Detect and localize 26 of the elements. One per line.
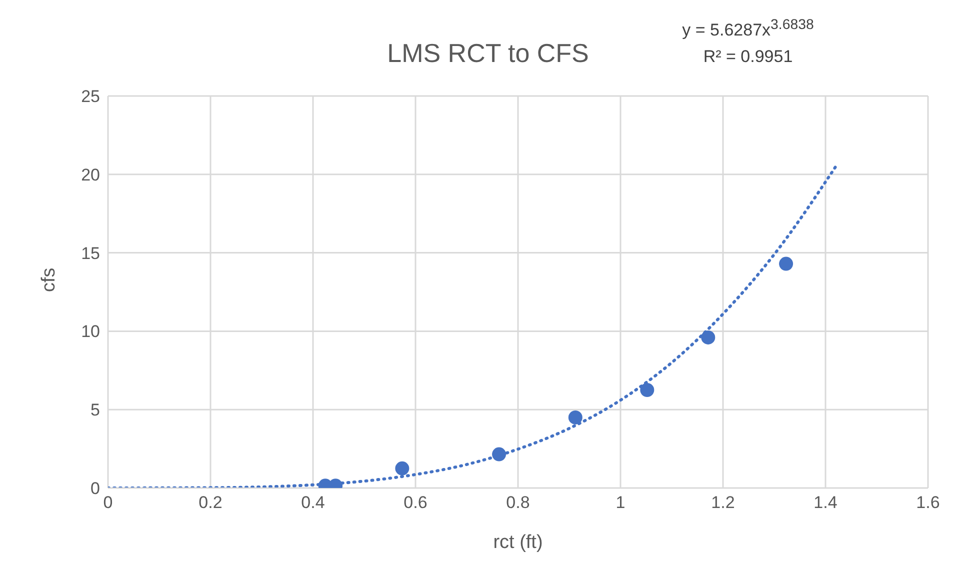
x-tick-label: 1.2 (711, 493, 735, 512)
x-tick-label: 0.8 (506, 493, 530, 512)
x-tick-label: 1.4 (814, 493, 838, 512)
x-tick-label: 0 (103, 493, 113, 512)
x-tick-label: 1.6 (916, 493, 940, 512)
x-axis-title: rct (ft) (493, 532, 543, 553)
text: R² = 0.9951 (702, 46, 794, 68)
x-tick-label: 0.2 (198, 493, 222, 512)
chart-title: LMS RCT to CFS (387, 38, 589, 68)
point (395, 461, 410, 476)
x-tick-label: 0.4 (301, 493, 325, 512)
y-tick-label: 5 (90, 400, 100, 420)
text: y = 5.6287x$^{3.6838}$ (681, 16, 815, 42)
y-tick-label: 25 (81, 87, 100, 106)
y-tick-label: 20 (81, 165, 100, 184)
point (701, 330, 716, 344)
point (492, 447, 506, 462)
point (568, 410, 582, 424)
y-tick-label: 15 (81, 244, 100, 263)
y-tick-label: 0 (90, 479, 100, 498)
y-axis-title: cfs (38, 268, 60, 292)
x-tick-label: 1 (616, 493, 626, 512)
point (640, 383, 654, 397)
x-tick-label: 0.6 (404, 493, 428, 512)
y-tick-label: 10 (81, 322, 100, 342)
point (779, 256, 794, 271)
